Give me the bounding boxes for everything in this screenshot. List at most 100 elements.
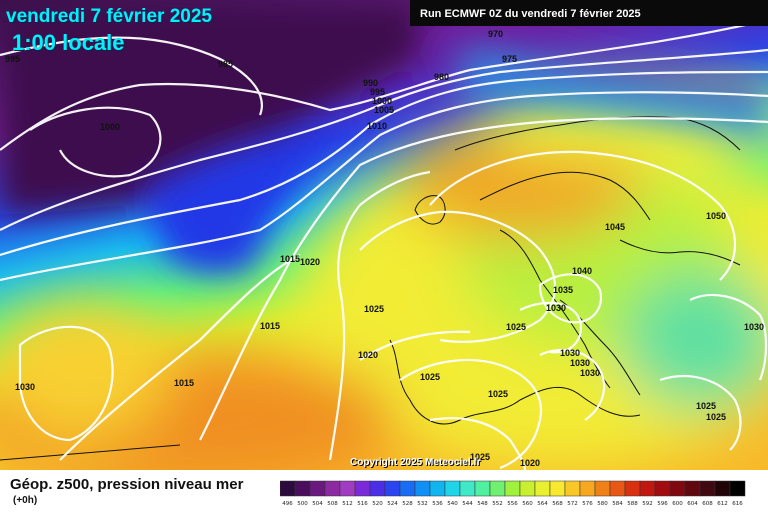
legend-swatch <box>519 480 536 497</box>
legend-tick-label: 600 <box>672 501 683 507</box>
legend-swatch <box>339 480 356 497</box>
legend-tick-label: 544 <box>462 501 473 507</box>
isobar-label: 1025 <box>696 401 716 411</box>
legend-tick-label: 548 <box>477 501 488 507</box>
legend-swatch <box>579 480 596 497</box>
isobars <box>0 18 768 470</box>
run-info-banner: Run ECMWF 0Z du vendredi 7 février 2025 <box>410 0 768 26</box>
isobar-label: 1030 <box>560 348 580 358</box>
isobar-label: 1030 <box>546 303 566 313</box>
isobar-label: 1000 <box>100 122 120 132</box>
map-title: Géop. z500, pression niveau mer <box>10 476 244 493</box>
legend-tick-label: 596 <box>657 501 668 507</box>
isobar-label: 1025 <box>488 389 508 399</box>
legend-swatch <box>474 480 491 497</box>
legend-swatch <box>699 480 716 497</box>
legend-swatch <box>714 480 731 497</box>
forecast-step: (+0h) <box>13 495 38 506</box>
isobar-label: 1025 <box>470 452 490 462</box>
color-field <box>0 0 768 470</box>
isobar-label: 970 <box>488 29 503 39</box>
legend-swatch <box>309 480 326 497</box>
legend-swatch <box>444 480 461 497</box>
legend-tick-label: 584 <box>612 501 623 507</box>
legend-swatch <box>429 480 446 497</box>
isobar-label: 1015 <box>260 321 280 331</box>
legend-swatch <box>639 480 656 497</box>
isobar-label: 995 <box>370 87 385 97</box>
legend-tick-label: 504 <box>312 501 323 507</box>
isobar-label: 1030 <box>570 358 590 368</box>
coastlines <box>0 116 741 461</box>
forecast-date: vendredi 7 février 2025 <box>6 6 212 27</box>
legend-swatch <box>534 480 551 497</box>
legend-tick-label: 608 <box>702 501 713 507</box>
legend-tick-label: 496 <box>282 501 293 507</box>
legend-swatch <box>384 480 401 497</box>
legend-swatch <box>549 480 566 497</box>
legend-tick-label: 532 <box>417 501 428 507</box>
legend-tick-label: 540 <box>447 501 458 507</box>
legend-tick-label: 580 <box>597 501 608 507</box>
forecast-local-time: 1:00 locale <box>12 30 125 55</box>
legend-tick-label: 560 <box>522 501 533 507</box>
legend-swatch <box>414 480 431 497</box>
isobar-label: 1030 <box>15 382 35 392</box>
legend-tick-label: 576 <box>582 501 593 507</box>
isobar-label: 1005 <box>374 105 394 115</box>
isobar-label: 1025 <box>706 412 726 422</box>
isobar-label: 980 <box>434 72 449 82</box>
legend-swatch <box>459 480 476 497</box>
legend-swatch <box>564 480 581 497</box>
isobar-label: 995 <box>5 54 20 64</box>
legend-swatch <box>669 480 686 497</box>
isobar-label: 1030 <box>580 368 600 378</box>
geopotential-map: 995 985 970 975 990 995 1000 1005 980 10… <box>0 0 768 470</box>
legend-swatch <box>624 480 641 497</box>
legend-tick-label: 588 <box>627 501 638 507</box>
isobar-label: 1010 <box>367 121 387 131</box>
isobar-label: 1035 <box>553 285 573 295</box>
isobar-label: 1025 <box>506 322 526 332</box>
legend-tick-label: 612 <box>717 501 728 507</box>
isobar-label: 1015 <box>174 378 194 388</box>
isobar-label: 1050 <box>706 211 726 221</box>
legend-tick-label: 512 <box>342 501 353 507</box>
legend-tick-label: 524 <box>387 501 398 507</box>
isobar-label: 1000 <box>372 96 392 106</box>
legend-tick-label: 592 <box>642 501 653 507</box>
isobar-label: 985 <box>218 59 233 69</box>
isobar-label: 1040 <box>572 266 592 276</box>
isobar-label: 1025 <box>420 372 440 382</box>
legend-tick-label: 604 <box>687 501 698 507</box>
legend-swatch <box>294 480 311 497</box>
legend-swatch <box>594 480 611 497</box>
legend-tick-label: 616 <box>732 501 743 507</box>
isobar-label: 1025 <box>364 304 384 314</box>
legend-tick-label: 564 <box>537 501 548 507</box>
legend-tick-label: 568 <box>552 501 563 507</box>
legend-tick-label: 520 <box>372 501 383 507</box>
isobar-label: 1020 <box>520 458 540 468</box>
legend-swatch <box>324 480 341 497</box>
isobar-label: 990 <box>363 78 378 88</box>
run-info-text: Run ECMWF 0Z du vendredi 7 février 2025 <box>420 8 641 20</box>
isobar-label: 975 <box>502 54 517 64</box>
legend-swatch <box>399 480 416 497</box>
isobar-label: 1030 <box>744 322 764 332</box>
isobar-label: 1015 <box>280 254 300 264</box>
isobar-label: 1020 <box>358 350 378 360</box>
color-scale-legend: 496 500 504 508 512 516 520 524 528 532 536 540 544 5… <box>280 480 746 507</box>
legend-tick-label: 508 <box>327 501 338 507</box>
legend-swatch <box>369 480 386 497</box>
legend-tick-label: 516 <box>357 501 368 507</box>
legend-tick-label: 552 <box>492 501 503 507</box>
legend-tick-label: 556 <box>507 501 518 507</box>
legend-swatch <box>609 480 626 497</box>
isobar-label: 1045 <box>605 222 625 232</box>
legend-tick-label: 536 <box>432 501 443 507</box>
legend-swatch <box>684 480 701 497</box>
legend-swatch <box>729 480 746 497</box>
legend-tick-label: 572 <box>567 501 578 507</box>
legend-swatch <box>489 480 506 497</box>
